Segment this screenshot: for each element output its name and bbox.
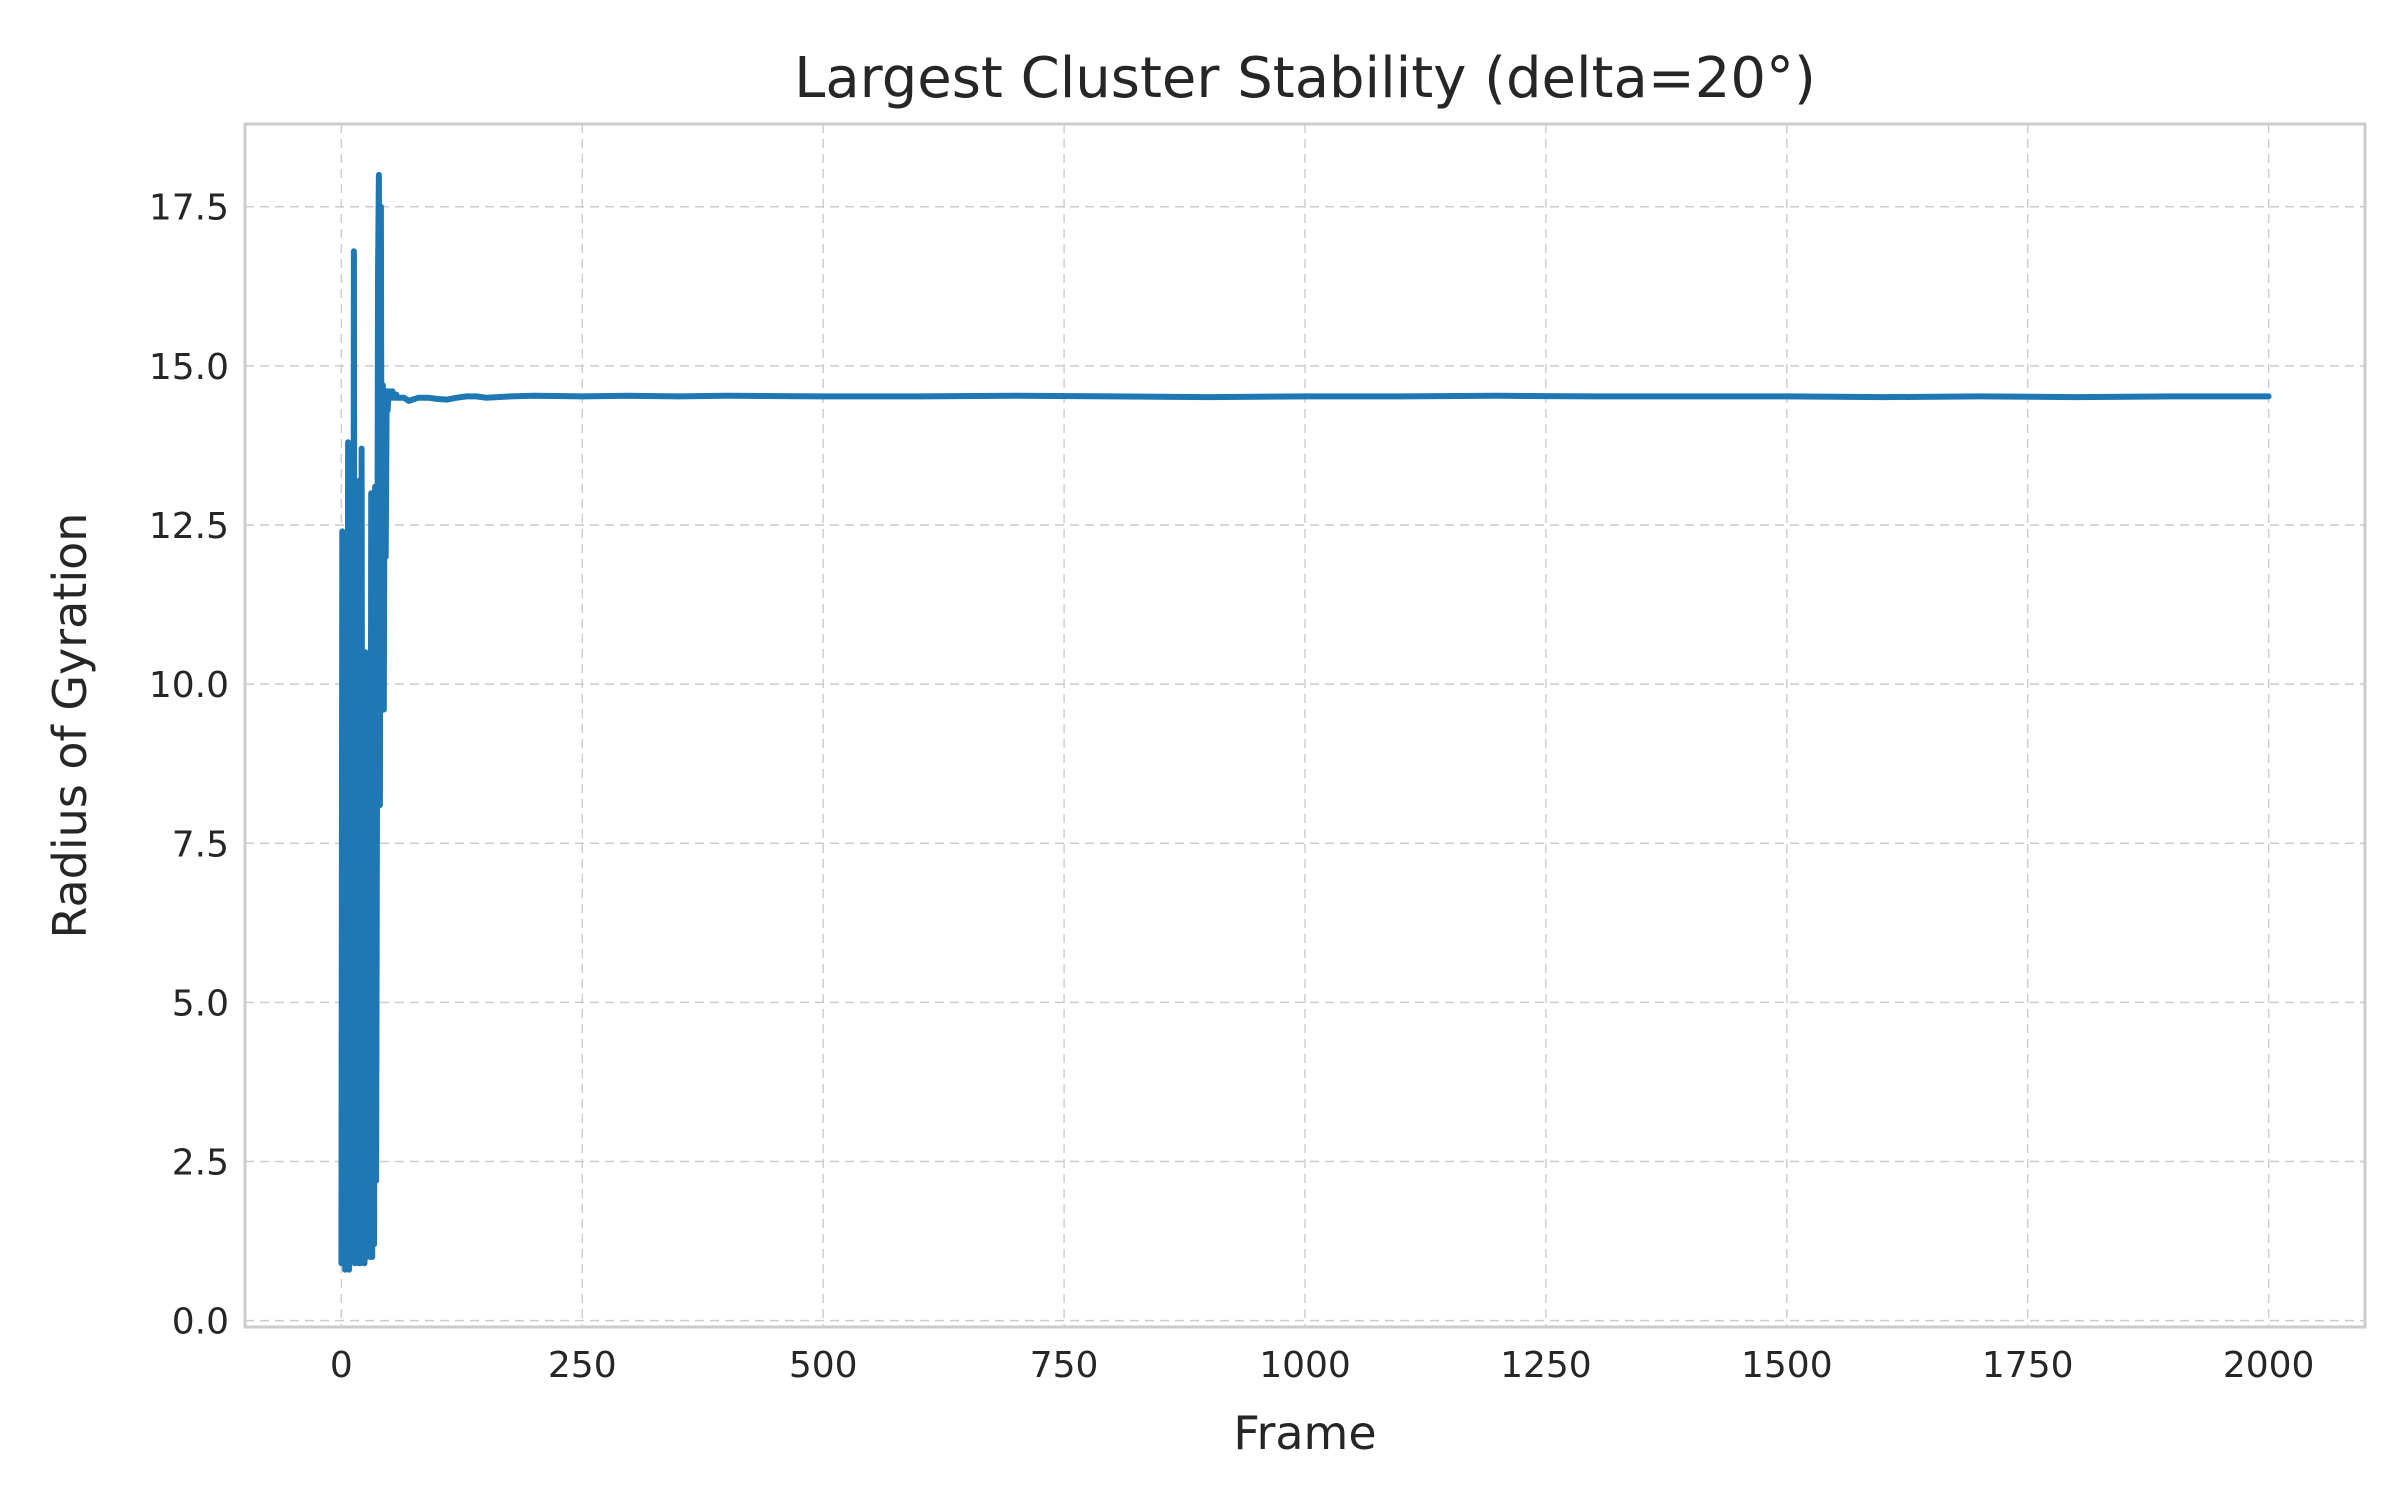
x-axis-label: Frame (1233, 1406, 1376, 1460)
x-tick-label: 2000 (2223, 1345, 2315, 1386)
x-tick-label: 1250 (1500, 1345, 1592, 1386)
x-tick-label: 1500 (1741, 1345, 1833, 1386)
y-tick-labels: 0.0 2.5 5.0 7.5 10.0 12.5 15.0 17.5 (149, 188, 229, 1343)
x-tick-labels: 0 250 500 750 1000 1250 1500 1750 2000 (330, 1345, 2315, 1386)
y-tick-label: 5.0 (172, 983, 229, 1024)
grid (245, 124, 2365, 1327)
y-tick-label: 17.5 (149, 188, 229, 229)
y-axis-label: Radius of Gyration (43, 513, 97, 939)
x-tick-label: 1750 (1982, 1345, 2074, 1386)
y-tick-label: 2.5 (172, 1143, 229, 1184)
series-line (338, 171, 2272, 1273)
x-tick-label: 1000 (1259, 1345, 1351, 1386)
y-tick-label: 7.5 (172, 824, 229, 865)
chart-title: Largest Cluster Stability (delta=20°) (794, 46, 1816, 111)
x-tick-label: 0 (330, 1345, 353, 1386)
y-tick-label: 12.5 (149, 506, 229, 547)
y-tick-label: 0.0 (172, 1302, 229, 1343)
x-tick-label: 750 (1030, 1345, 1099, 1386)
y-tick-label: 10.0 (149, 665, 229, 706)
series-layer (338, 171, 2272, 1273)
x-tick-label: 500 (789, 1345, 858, 1386)
y-tick-label: 15.0 (149, 347, 229, 388)
plot-frame (243, 122, 2367, 1329)
x-tick-label: 250 (548, 1345, 617, 1386)
